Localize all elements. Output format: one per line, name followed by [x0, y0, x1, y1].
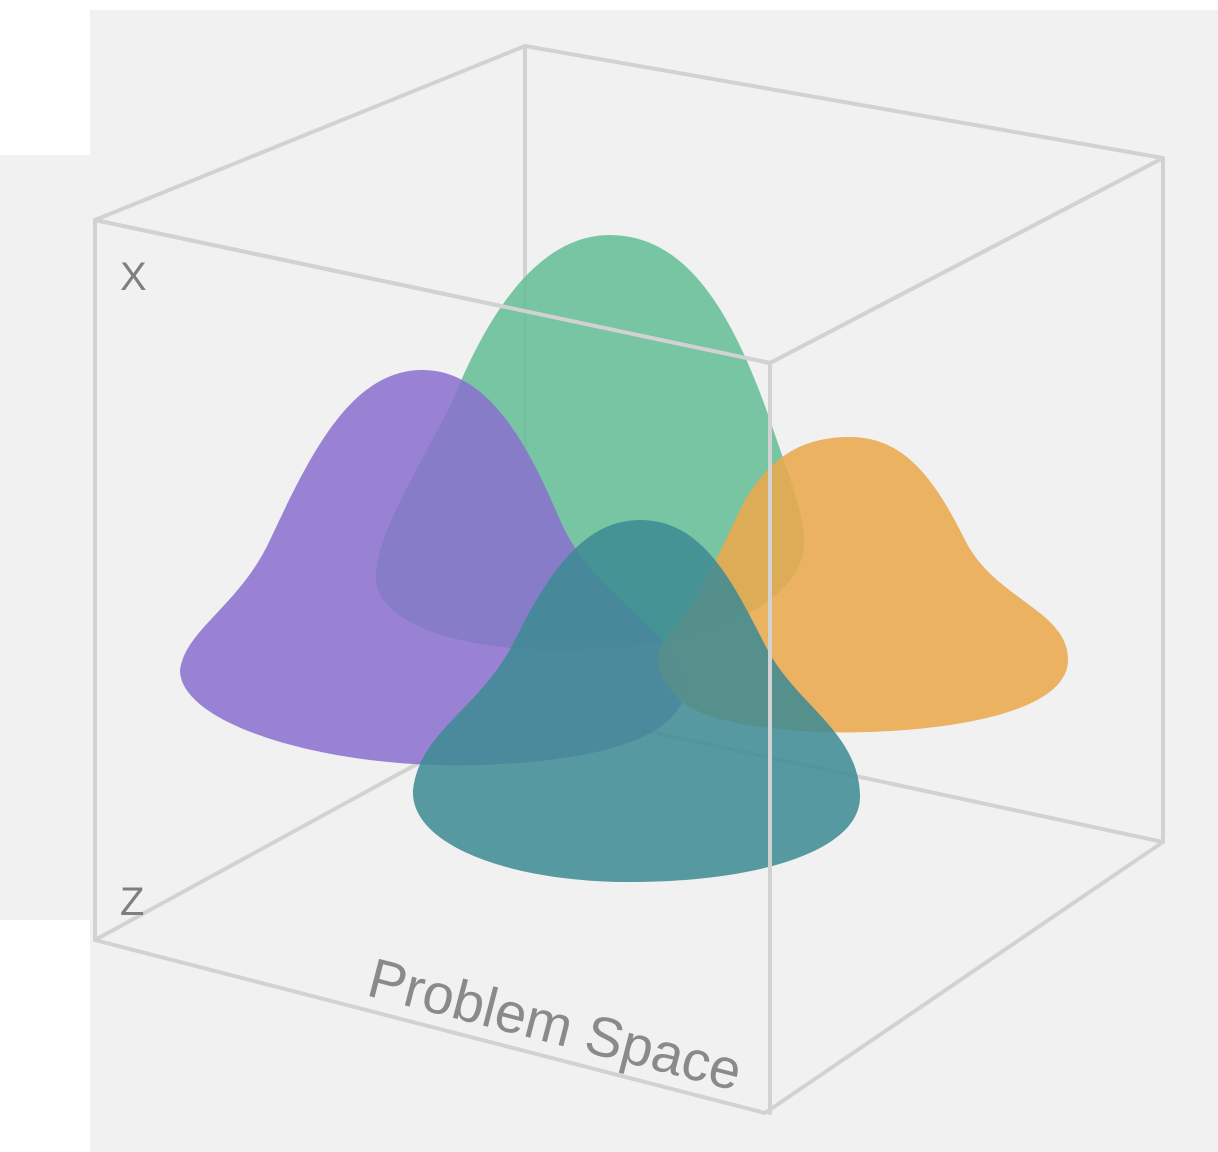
cube-side-edges — [93, 156, 1165, 1115]
axis-z-label: Z — [120, 880, 144, 924]
teal-distribution-surface — [412, 520, 861, 882]
cube-front-floor-edge — [93, 938, 767, 1115]
cube-front-edges — [93, 156, 1165, 1115]
distribution-surfaces — [180, 235, 1068, 882]
cube-right-top-edge — [768, 156, 1165, 365]
cube-front-top-edge — [93, 218, 772, 365]
axis-x-label: X — [120, 255, 147, 299]
cube-right-floor-edge — [763, 840, 1165, 1115]
